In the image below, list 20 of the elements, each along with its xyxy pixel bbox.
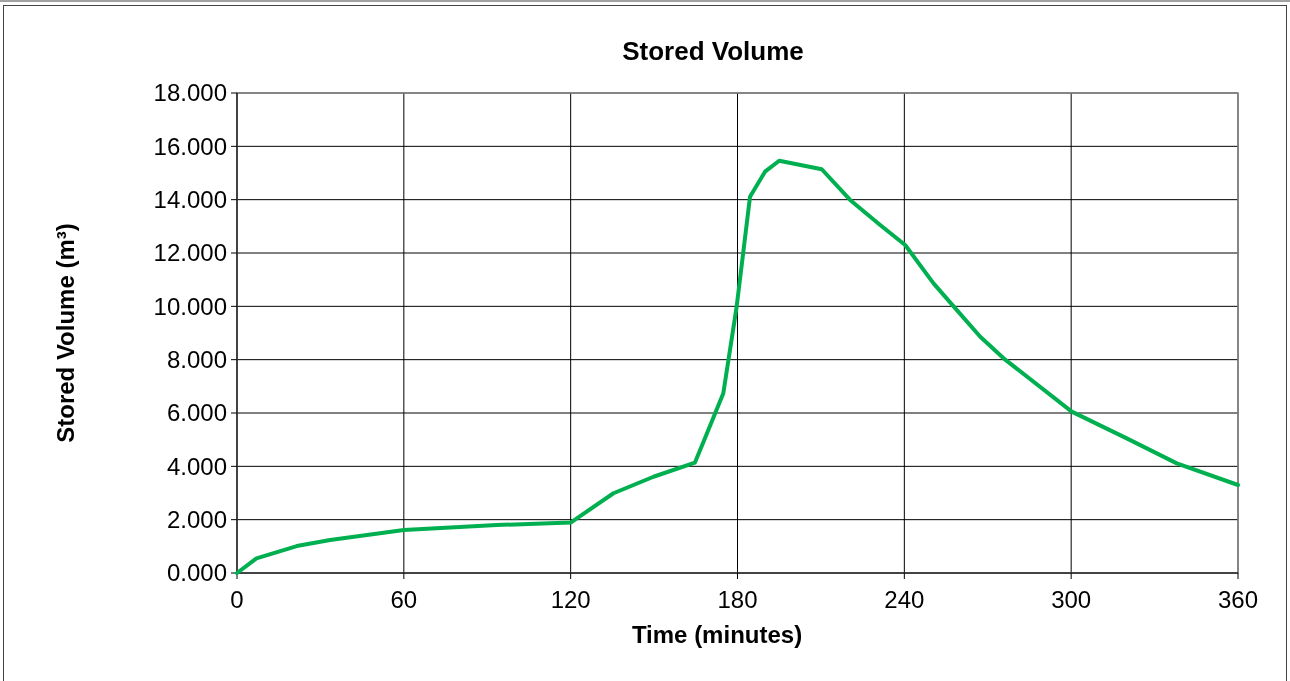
y-tick-label: 18.000 (153, 79, 227, 107)
x-tick-label: 0 (230, 586, 244, 613)
x-tick-label: 60 (390, 586, 418, 613)
y-tick-label: 10.000 (153, 292, 227, 320)
x-tick-label: 240 (884, 586, 925, 613)
y-tick-label: 6.000 (166, 399, 227, 427)
x-tick-label: 180 (717, 586, 758, 613)
chart-title: Stored Volume (622, 36, 804, 66)
y-axis-title: Stored Volume (m³) (52, 223, 79, 443)
x-tick-label: 120 (550, 586, 591, 613)
y-tick-label: 14.000 (153, 186, 227, 214)
x-tick-label: 300 (1051, 586, 1092, 613)
y-tick-label: 4.000 (166, 452, 227, 480)
y-tick-label: 12.000 (153, 239, 227, 267)
x-tick-label: 360 (1217, 586, 1259, 613)
y-tick-label: 8.000 (166, 346, 227, 374)
y-tick-label: 2.000 (166, 506, 227, 534)
y-tick-label: 16.000 (153, 132, 227, 160)
y-tick-label: 0.000 (166, 559, 227, 587)
x-axis-title: Time (minutes) (631, 621, 803, 648)
